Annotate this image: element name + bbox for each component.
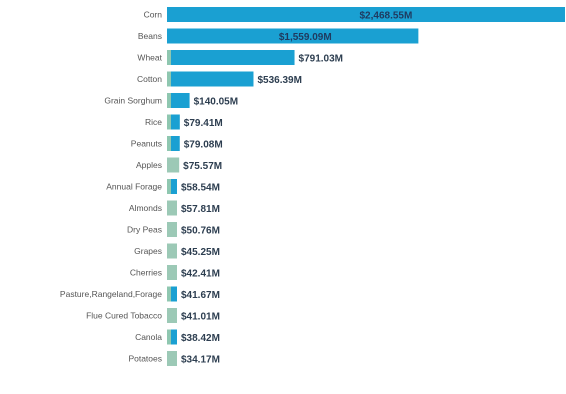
value-label-pasture-rangeland-forage: $41.67M xyxy=(181,290,220,301)
value-label-apples: $75.57M xyxy=(183,161,222,172)
value-label-rice: $79.41M xyxy=(184,118,223,129)
value-label-cherries: $42.41M xyxy=(181,269,220,280)
category-label-canola: Canola xyxy=(135,332,162,342)
bar-cherries[interactable] xyxy=(167,265,177,280)
category-label-peanuts: Peanuts xyxy=(131,139,162,149)
value-label-wheat: $791.03M xyxy=(299,54,343,65)
category-label-flue-cured-tobacco: Flue Cured Tobacco xyxy=(86,311,162,321)
value-label-canola: $38.42M xyxy=(181,333,220,344)
category-label-pasture-rangeland-forage: Pasture,Rangeland,Forage xyxy=(60,289,162,299)
value-label-peanuts: $79.08M xyxy=(184,140,223,151)
bar-beans[interactable] xyxy=(167,28,419,44)
bar-grapes[interactable] xyxy=(167,243,177,259)
bar-accent-annual-forage xyxy=(167,179,171,194)
bar-accent-peanuts xyxy=(167,136,171,151)
category-label-cotton: Cotton xyxy=(137,74,162,84)
bar-accent-wheat xyxy=(167,50,171,65)
bar-accent-pasture-rangeland-forage xyxy=(167,286,171,302)
bar-canola[interactable] xyxy=(167,329,177,345)
bar-accent-rice xyxy=(167,114,171,130)
value-label-cotton: $536.39M xyxy=(257,75,301,86)
bar-pasture-rangeland-forage[interactable] xyxy=(167,286,177,302)
category-label-grapes: Grapes xyxy=(134,246,162,256)
bar-accent-grain-sorghum xyxy=(167,93,171,108)
bar-flue-cured-tobacco[interactable] xyxy=(167,308,177,323)
bar-dry-peas[interactable] xyxy=(167,222,177,237)
category-label-grain-sorghum: Grain Sorghum xyxy=(104,96,162,106)
bar-wheat[interactable] xyxy=(167,50,295,65)
bar-accent-cotton xyxy=(167,71,171,87)
category-label-annual-forage: Annual Forage xyxy=(106,182,162,192)
bar-annual-forage[interactable] xyxy=(167,179,177,194)
bar-cotton[interactable] xyxy=(167,71,254,87)
value-label-almonds: $57.81M xyxy=(181,204,220,215)
category-label-rice: Rice xyxy=(145,117,162,127)
value-label-grain-sorghum: $140.05M xyxy=(194,97,238,108)
value-label-potatoes: $34.17M xyxy=(181,355,220,366)
value-label-annual-forage: $58.54M xyxy=(181,183,220,194)
bar-corn[interactable] xyxy=(167,7,565,22)
value-label-flue-cured-tobacco: $41.01M xyxy=(181,312,220,323)
category-label-potatoes: Potatoes xyxy=(128,354,162,364)
value-label-corn: $2,468.55M xyxy=(359,11,412,22)
category-label-wheat: Wheat xyxy=(137,53,162,63)
value-label-beans: $1,559.09M xyxy=(279,32,332,43)
bar-grain-sorghum[interactable] xyxy=(167,93,190,108)
category-label-beans: Beans xyxy=(138,31,162,41)
value-label-dry-peas: $50.76M xyxy=(181,226,220,237)
category-label-apples: Apples xyxy=(136,160,162,170)
bar-potatoes[interactable] xyxy=(167,351,177,366)
bar-apples[interactable] xyxy=(167,157,180,173)
category-label-dry-peas: Dry Peas xyxy=(127,225,162,235)
category-label-almonds: Almonds xyxy=(129,203,162,213)
category-label-cherries: Cherries xyxy=(130,268,162,278)
value-label-grapes: $45.25M xyxy=(181,247,220,258)
category-label-corn: Corn xyxy=(144,10,163,20)
bar-almonds[interactable] xyxy=(167,200,177,216)
bar-accent-canola xyxy=(167,329,171,345)
